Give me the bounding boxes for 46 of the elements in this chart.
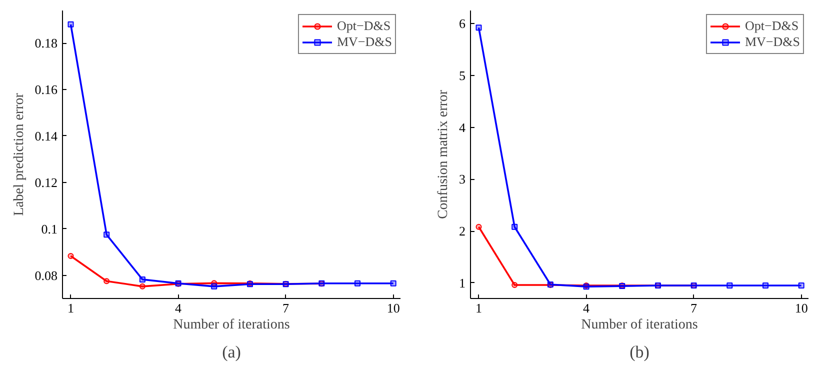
y-tick-label: 1 [459, 275, 466, 290]
y-tick-label: 3 [459, 172, 466, 187]
point [512, 282, 518, 288]
x-tick-label: 7 [690, 300, 698, 316]
point [476, 24, 482, 31]
x-axis-title: Number of iterations [581, 318, 698, 332]
point [68, 21, 74, 28]
y-tick-label: 0.18 [34, 36, 58, 51]
y-tick-label: 0.12 [34, 174, 58, 190]
legend-label: MV−D&S [744, 34, 800, 50]
point [139, 276, 146, 282]
y-tick-label: 6 [459, 16, 466, 31]
x-axis-title: Number of iterations [173, 318, 290, 332]
x-tick-label: 10 [794, 300, 808, 316]
x-tick-label: 4 [583, 300, 590, 316]
legend-label: Opt−D&S [336, 18, 391, 34]
text: (b) [630, 342, 650, 362]
legend-label: Opt−D&S [744, 18, 799, 34]
x-tick-label: 10 [386, 300, 400, 316]
point [476, 224, 482, 230]
y-tick-label: 5 [459, 68, 466, 83]
y-axis-title: Confusion matrix error [436, 90, 451, 220]
point [512, 224, 518, 230]
point [68, 253, 74, 259]
x-tick-label: 1 [475, 300, 482, 316]
point [726, 282, 733, 289]
point [104, 278, 110, 284]
point [354, 280, 360, 286]
y-tick-label: 0.16 [34, 82, 58, 97]
x-tick-label: 4 [175, 300, 182, 316]
y-axis-title: Label prediction error [12, 92, 27, 216]
point [798, 282, 804, 289]
y-tick-label: 4 [459, 120, 466, 135]
point [104, 232, 110, 238]
legend-label: MV−D&S [336, 34, 392, 50]
x-tick-label: 7 [282, 300, 290, 316]
x-tick-label: 1 [67, 300, 74, 316]
y-tick-label: 0.08 [34, 268, 58, 283]
point [390, 280, 396, 286]
y-tick-label: 0.1 [41, 221, 58, 236]
point [762, 282, 768, 289]
y-tick-label: 2 [459, 224, 466, 239]
y-tick-label: 0.14 [34, 128, 58, 144]
point [139, 283, 146, 290]
text: (a) [222, 342, 241, 362]
point [211, 283, 218, 290]
